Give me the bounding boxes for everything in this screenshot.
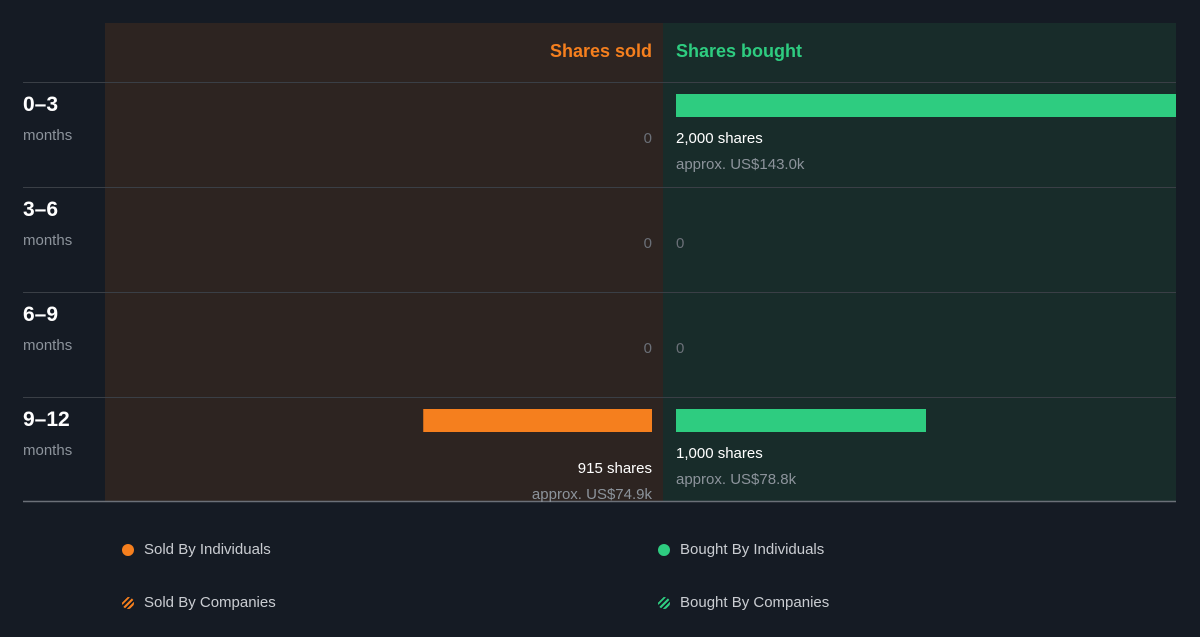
row-unit-label: months	[23, 442, 72, 459]
sold-shares-label: 915 shares	[578, 460, 652, 477]
bought-zero-label: 0	[676, 340, 684, 357]
row-unit-label: months	[23, 232, 72, 249]
green-striped-dot-icon	[658, 596, 670, 609]
bought-value-label: approx. US$143.0k	[676, 156, 805, 173]
bought-value-label: approx. US$78.8k	[676, 471, 797, 488]
bought-zero-label: 0	[676, 235, 684, 252]
header-shares-sold: Shares sold	[550, 41, 652, 61]
legend-label: Bought By Companies	[680, 594, 830, 611]
sold-zero-label: 0	[644, 130, 652, 147]
row-unit-label: months	[23, 127, 72, 144]
bought-shares-label: 2,000 shares	[676, 130, 763, 147]
legend-label: Sold By Individuals	[144, 541, 271, 558]
sold-value-label: approx. US$74.9k	[532, 486, 653, 503]
legend-label: Bought By Individuals	[680, 541, 825, 558]
orange-striped-dot-icon	[122, 596, 134, 609]
bought-bar	[676, 409, 926, 432]
sold-zero-label: 0	[644, 340, 652, 357]
row-label: 6–9	[23, 303, 58, 326]
legend-bought-companies[interactable]: Bought By Companies	[658, 594, 829, 611]
orange-dot-icon	[122, 543, 134, 556]
sold-zero-label: 0	[644, 235, 652, 252]
header-shares-bought: Shares bought	[676, 41, 802, 61]
legend-label: Sold By Companies	[144, 594, 276, 611]
green-dot-icon	[658, 543, 670, 556]
bought-bar	[676, 94, 1176, 117]
row-label: 3–6	[23, 198, 58, 221]
legend-bought-individuals[interactable]: Bought By Individuals	[658, 541, 824, 558]
bought-shares-label: 1,000 shares	[676, 445, 763, 462]
row-label: 0–3	[23, 93, 58, 116]
sold-bar	[423, 409, 652, 432]
legend-sold-individuals[interactable]: Sold By Individuals	[122, 541, 271, 558]
legend-sold-companies[interactable]: Sold By Companies	[122, 594, 276, 611]
row-label: 9–12	[23, 408, 70, 431]
row-unit-label: months	[23, 337, 72, 354]
